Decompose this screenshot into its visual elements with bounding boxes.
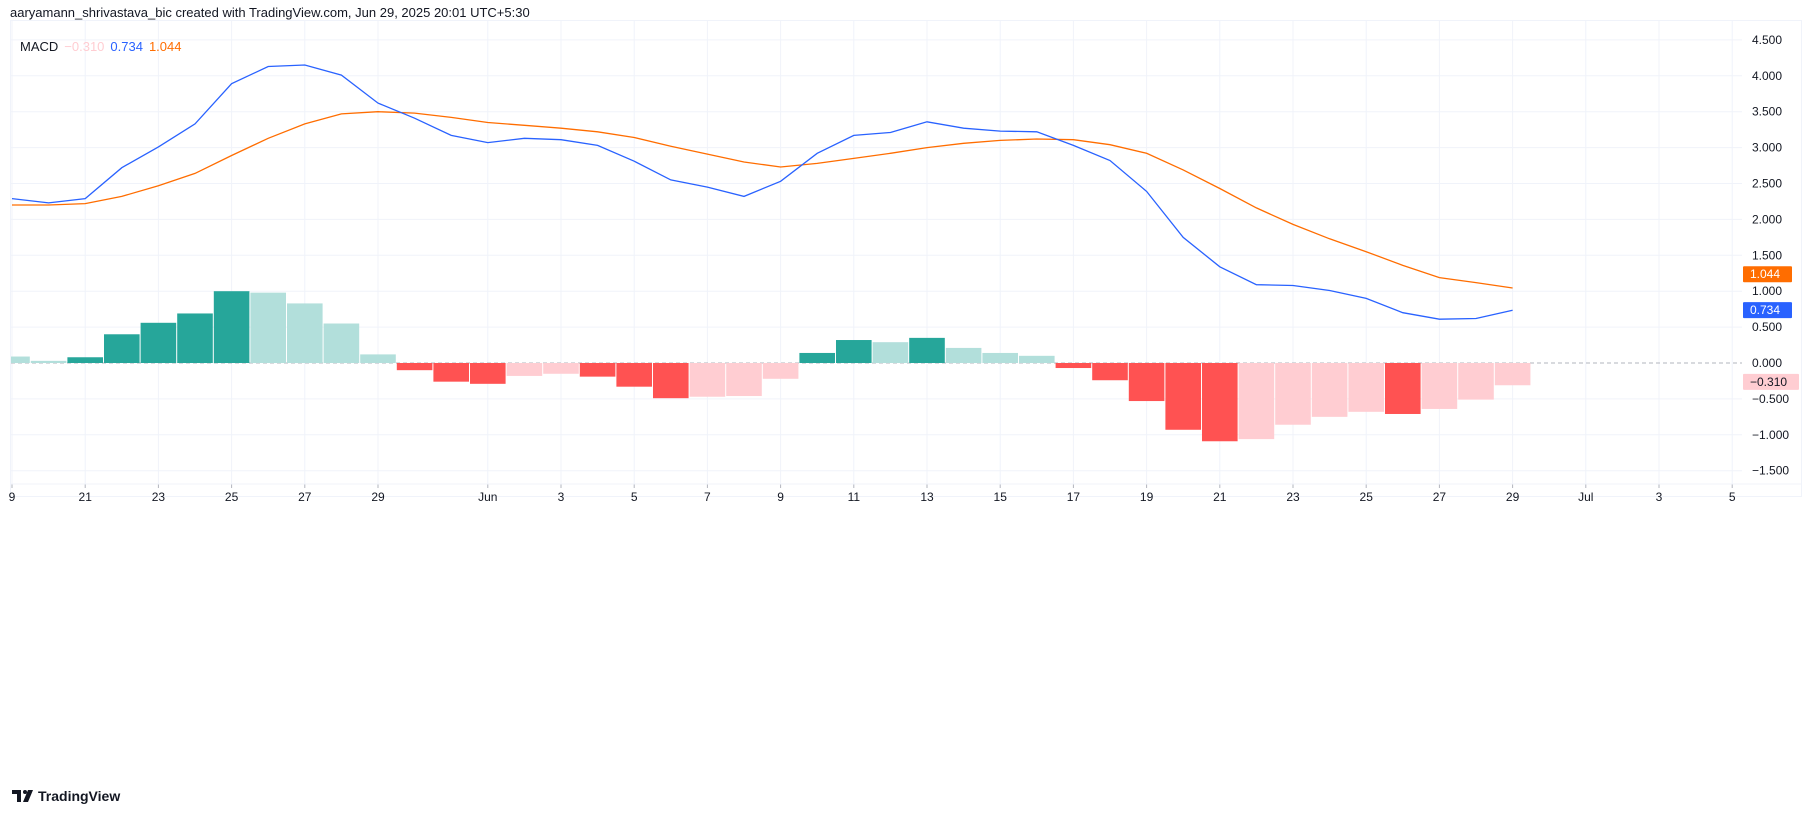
histogram-bar [653, 363, 689, 399]
y-tick-label: 0.000 [1752, 356, 1782, 370]
chart-attribution: aaryamann_shrivastava_bic created with T… [10, 5, 530, 20]
signal-line [12, 111, 1513, 289]
histogram-bar [177, 313, 213, 363]
histogram-bar [836, 340, 872, 363]
histogram-bar [762, 363, 799, 379]
histogram-bar [1055, 363, 1092, 369]
x-tick-label: 15 [994, 490, 1008, 504]
histogram-bar [213, 291, 250, 363]
histogram-bar [579, 363, 616, 377]
y-tick-label: 2.500 [1752, 177, 1782, 191]
x-tick-label: 7 [704, 490, 711, 504]
histogram-bar [799, 352, 835, 363]
x-tick-label: 17 [1067, 490, 1081, 504]
last-value-tag-histogram [1743, 373, 1799, 390]
histogram-bar [909, 337, 945, 363]
x-tick-label: Jun [478, 490, 497, 504]
histogram-bar [506, 363, 543, 376]
histogram-bar [67, 357, 103, 363]
x-tick-label: 29 [1506, 490, 1520, 504]
macd-line [11, 64, 1513, 320]
x-tick-label: Jul [1578, 490, 1593, 504]
x-tick-label: 21 [79, 490, 93, 504]
histogram-bar [11, 356, 30, 363]
histogram-bar [470, 363, 506, 384]
histogram-bar [250, 292, 286, 363]
histogram-bar [945, 347, 982, 363]
x-tick-label: 25 [225, 490, 239, 504]
histogram-bar [30, 360, 67, 363]
histogram-bar [689, 363, 726, 397]
histogram-bar [1202, 363, 1238, 442]
x-tick-label: 5 [631, 490, 638, 504]
x-tick-label: 11 [848, 490, 861, 504]
chart-frame [10, 20, 1802, 497]
x-tick-label: 19 [1140, 490, 1154, 504]
histogram-bar [872, 342, 909, 363]
histogram-bar [543, 363, 579, 374]
y-tick-label: 3.000 [1752, 141, 1782, 155]
y-tick-label: −1.000 [1752, 428, 1789, 442]
histogram-bar [1128, 363, 1165, 402]
x-tick-label: 27 [1433, 490, 1447, 504]
tradingview-logo[interactable]: TradingView [12, 788, 120, 804]
y-tick-label: 1.000 [1752, 284, 1782, 298]
x-tick-label: 25 [1360, 490, 1374, 504]
histogram-bar [1238, 363, 1275, 440]
legend-histogram-value: −0.310 [64, 39, 105, 54]
x-tick-label: 13 [920, 490, 934, 504]
last-value-label-signal: 1.044 [1750, 267, 1780, 281]
x-tick-label: 23 [152, 490, 166, 504]
histogram-bar [1458, 363, 1494, 400]
y-tick-label: 0.500 [1752, 320, 1782, 334]
tradingview-logo-icon [12, 790, 33, 802]
histogram-bar [1385, 363, 1421, 414]
histogram-bar [982, 352, 1018, 363]
x-tick-label: 29 [371, 490, 385, 504]
histogram-bar [616, 363, 652, 387]
histogram-bar [1348, 363, 1384, 412]
y-tick-label: 4.000 [1752, 69, 1782, 83]
legend-signal-value: 1.044 [148, 39, 182, 54]
last-value-label-histogram: −0.310 [1750, 375, 1787, 389]
histogram-bar [360, 354, 396, 363]
x-tick-label: 27 [298, 490, 312, 504]
histogram-bar [104, 334, 140, 363]
x-tick-label: 9 [9, 490, 16, 504]
x-tick-label: 3 [558, 490, 565, 504]
y-tick-label: 2.000 [1752, 212, 1782, 226]
x-tick-label: 3 [1656, 490, 1663, 504]
last-value-tag-signal [1743, 266, 1792, 283]
histogram-bar [1494, 363, 1531, 386]
indicator-legend[interactable]: MACD −0.310 0.734 1.044 [20, 39, 188, 54]
y-tick-label: −1.500 [1752, 464, 1789, 478]
brand-name: TradingView [38, 788, 121, 804]
histogram-bar [1421, 363, 1458, 409]
histogram-bar [1311, 363, 1348, 417]
last-value-label-macd: 0.734 [1750, 303, 1780, 317]
last-value-tag-macd [1743, 302, 1792, 319]
y-tick-label: 3.500 [1752, 105, 1782, 119]
y-tick-label: 1.500 [1752, 248, 1782, 262]
histogram-bar [1275, 363, 1311, 425]
y-tick-label: −0.500 [1752, 392, 1789, 406]
histogram-bar [287, 303, 323, 363]
histogram-bar [1019, 355, 1055, 363]
histogram-bar [726, 363, 762, 397]
histogram-bar [396, 363, 433, 371]
histogram-bar [140, 322, 177, 363]
indicator-name: MACD [20, 39, 59, 54]
x-tick-label: 9 [777, 490, 784, 504]
y-tick-label: 4.500 [1752, 33, 1782, 47]
x-tick-label: 5 [1729, 490, 1736, 504]
histogram-bar [1092, 363, 1128, 381]
legend-macd-value: 0.734 [110, 39, 143, 54]
histogram-bar [323, 323, 360, 363]
histogram-bar [1165, 363, 1201, 430]
x-tick-label: 23 [1286, 490, 1300, 504]
x-tick-label: 21 [1213, 490, 1227, 504]
histogram-bar [433, 363, 469, 382]
